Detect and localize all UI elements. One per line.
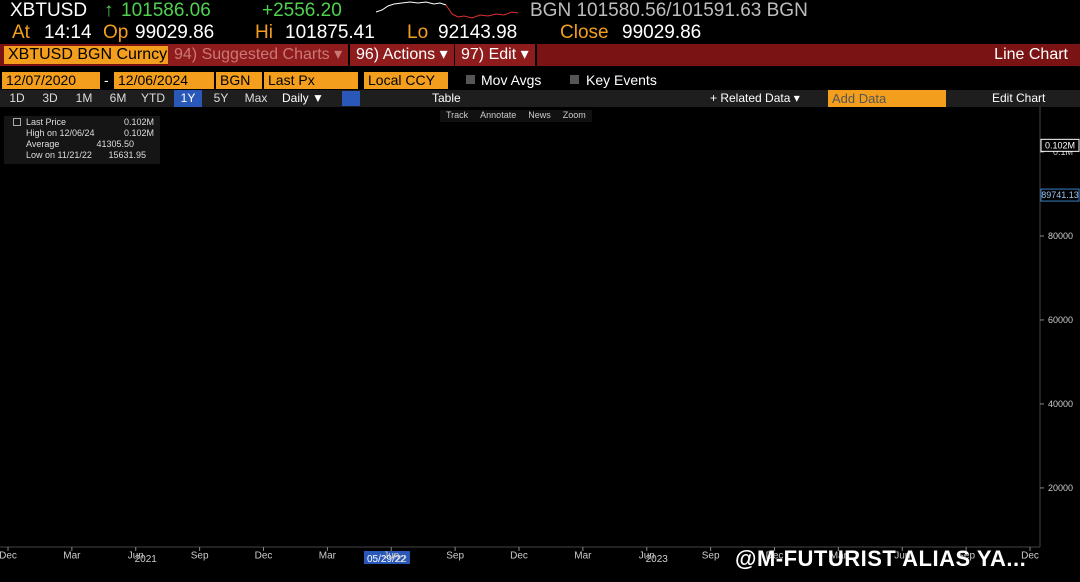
low-label: Low on 11/21/22 — [26, 150, 92, 160]
highlight-label: 05/29/22 — [367, 554, 406, 565]
legend-box: Last Price 0.102M High on 12/06/24 0.102… — [4, 116, 160, 164]
date-dash: - — [104, 72, 109, 88]
highlight-box — [363, 551, 410, 564]
chart-tools: Track Annotate News Zoom — [440, 110, 592, 122]
stat-value: 99029.86 — [622, 22, 702, 43]
stat-label: Op — [103, 22, 129, 43]
stat-label: At — [12, 22, 30, 43]
stat-label: Hi — [255, 22, 273, 43]
x-tick-label: Jun — [383, 550, 399, 561]
up-arrow: ↑ — [104, 0, 114, 21]
add-data-field[interactable]: Add Data — [828, 90, 946, 107]
legend-value: 0.102M — [123, 117, 154, 127]
x-tick-label: Mar — [319, 550, 337, 561]
stat-value: 92143.98 — [438, 22, 518, 43]
average-value: 41305.50 — [96, 139, 134, 149]
chart-tool[interactable]: News — [528, 110, 551, 120]
high-value: 0.102M — [123, 128, 154, 138]
table-button[interactable]: Table — [432, 91, 461, 105]
x-tick-label: Sep — [702, 550, 720, 561]
stats-row: At 14:14 Op 99029.86 Hi 101875.41 Lo 92143.98 Cl… — [0, 22, 1080, 44]
security-field[interactable]: XBTUSD BGN Curncy — [4, 46, 172, 64]
x-tick-label: Jun — [894, 550, 910, 561]
x-tick-label: Dec — [1021, 550, 1039, 561]
y-tick-label: 40000 — [1048, 399, 1073, 409]
x-tick-label: Jun — [128, 550, 144, 561]
settings-row: 12/07/2020 - 12/06/2024 BGN Last Px Loca… — [0, 70, 1080, 90]
range-button[interactable]: 3D — [42, 91, 58, 105]
range-button[interactable]: 6M — [109, 91, 127, 105]
line-icon[interactable] — [342, 91, 360, 106]
y-tick-label: 0.1M — [1053, 147, 1073, 157]
year-label: 22 — [396, 554, 408, 565]
x-tick-label: Sep — [957, 550, 975, 561]
mov-avgs-label: Mov Avgs — [481, 72, 542, 88]
stat-value: 101875.41 — [285, 22, 375, 43]
stat-label: Lo — [407, 22, 429, 43]
ticker: XBTUSD — [10, 0, 88, 21]
legend-swatch — [13, 118, 21, 126]
watermark: @M-FUTURIST ALIAS YA... — [735, 546, 1027, 571]
price-tag-label: 0.102M — [1045, 140, 1075, 150]
price-tag — [1040, 188, 1080, 202]
x-tick-label: Jun — [639, 550, 655, 561]
bid-ask: BGN 101580.56/101591.63 BGN — [530, 0, 808, 21]
year-label: 2023 — [646, 554, 669, 565]
currency-select[interactable]: Local CCY — [364, 72, 448, 89]
range-button[interactable]: 1D — [9, 91, 25, 105]
price-tag-label: 89741.13 — [1041, 190, 1079, 200]
low-value: 15631.95 — [108, 150, 146, 160]
x-tick-label: Dec — [255, 550, 273, 561]
actions-menu[interactable]: 96) Actions ▾ — [350, 44, 456, 66]
suggested-charts[interactable]: 94) Suggested Charts ▾ — [168, 44, 351, 66]
y-tick-label: 80000 — [1048, 231, 1073, 241]
chart: 20000 40000 60000 80000 0.1M 05/29/22 Dec Mar Ju… — [0, 107, 1080, 565]
x-tick-label: Mar — [574, 550, 592, 561]
periodicity[interactable]: Daily ▼ — [282, 91, 324, 105]
x-tick-label: Mar — [63, 550, 81, 561]
sparkline — [375, 1, 519, 19]
x-tick-label: Sep — [191, 550, 209, 561]
range-button[interactable]: 1M — [75, 91, 93, 105]
related-data[interactable]: + Related Data ▾ — [710, 91, 800, 105]
range-button[interactable]: 5Y — [213, 91, 229, 105]
x-tick-label: Dec — [0, 550, 17, 561]
last-price: 101586.06 — [121, 0, 211, 21]
menu-bar: XBTUSD BGN Curncy 94) Suggested Charts ▾… — [0, 44, 1080, 66]
net-change: +2556.20 — [262, 0, 342, 21]
chart-tool[interactable]: Track — [446, 110, 469, 120]
x-tick-label: Dec — [510, 550, 528, 561]
end-date[interactable]: 12/06/2024 — [114, 72, 214, 89]
x-tick-label: Dec — [766, 550, 784, 561]
chart-tool[interactable]: Annotate — [480, 110, 517, 120]
x-tick-label: Sep — [446, 550, 464, 561]
range-button[interactable]: Max — [244, 91, 268, 105]
year-label: 2021 — [135, 554, 158, 565]
price-tag — [1040, 138, 1080, 152]
stat-value: 14:14 — [44, 22, 92, 43]
field-select[interactable]: Last Px — [264, 72, 358, 89]
key-events-checkbox[interactable] — [570, 75, 579, 84]
chart-type: Line Chart — [994, 46, 1068, 63]
stat-value: 99029.86 — [135, 22, 215, 43]
stat-label: Close — [560, 22, 609, 43]
y-tick-label: 60000 — [1048, 315, 1073, 325]
range-button[interactable]: 1Y — [174, 90, 202, 107]
average-label: Average — [26, 139, 60, 149]
y-tick-label: 20000 — [1048, 483, 1073, 493]
chart-tool[interactable]: Zoom — [562, 110, 586, 120]
key-events-label: Key Events — [586, 72, 657, 88]
toolbar: Daily ▼ Table + Related Data ▾ Add Data … — [0, 90, 1080, 107]
source-field[interactable]: BGN — [216, 72, 262, 89]
range-button[interactable]: YTD — [141, 91, 165, 105]
edit-menu[interactable]: 97) Edit ▾ — [455, 44, 537, 66]
x-tick-label: Mar — [830, 550, 848, 561]
legend-label: Last Price — [26, 117, 67, 127]
start-date[interactable]: 12/07/2020 — [2, 72, 100, 89]
edit-chart[interactable]: Edit Chart — [992, 91, 1046, 105]
quote-header: XBTUSD ↑ 101586.06 +2556.20 BGN 101580.5… — [0, 0, 1080, 22]
high-label: High on 12/06/24 — [26, 128, 95, 138]
mov-avgs-checkbox[interactable] — [466, 75, 475, 84]
